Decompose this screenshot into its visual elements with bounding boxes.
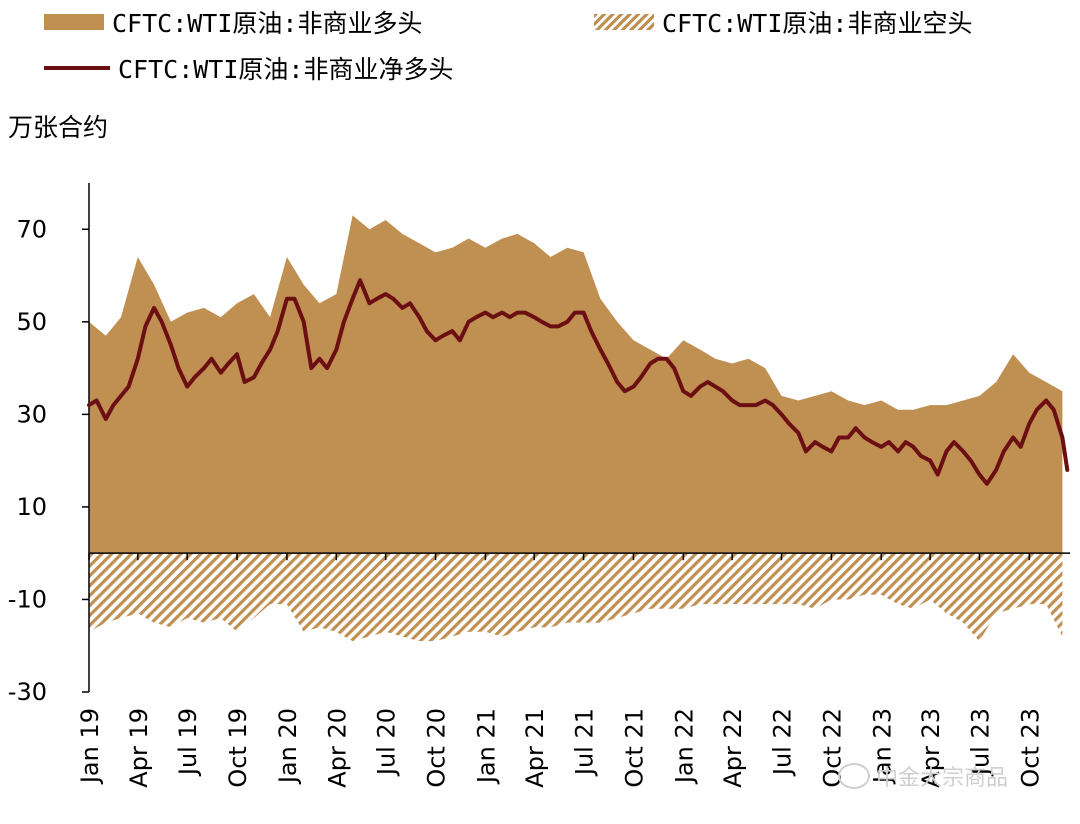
y-tick-label: -10 (8, 585, 47, 613)
legend-label-short: CFTC:WTI原油:非商业空头 (662, 9, 973, 38)
x-tick-label: Apr 23 (917, 708, 945, 788)
y-tick-label: 30 (16, 400, 47, 428)
x-tick-label: Jul 21 (571, 708, 599, 777)
y-tick-label: 10 (16, 493, 47, 521)
legend-swatch-long (44, 14, 104, 30)
y-axis-unit-label: 万张合约 (8, 113, 109, 142)
legend-item-long: CFTC:WTI原油:非商业多头 (44, 2, 422, 42)
legend-swatch-short (594, 14, 654, 30)
x-tick-label: Jan 23 (868, 708, 896, 785)
legend-swatch-net (44, 66, 110, 70)
x-tick-label: Apr 19 (125, 708, 153, 788)
x-tick-label: Jul 19 (174, 708, 202, 777)
series-net-line (87, 278, 1070, 486)
x-tick-label: Oct 19 (224, 708, 252, 788)
legend-label-net: CFTC:WTI原油:非商业净多头 (118, 55, 454, 84)
x-tick-label: Jan 19 (76, 708, 104, 785)
x-tick-label: Jan 21 (472, 708, 500, 785)
x-tick-label: Jul 23 (966, 708, 994, 777)
chart-legend: CFTC:WTI原油:非商业多头 CFTC:WTI原油:非商业空头 CFTC:W… (0, 0, 1080, 100)
x-tick-label: Jan 20 (274, 708, 302, 785)
x-tick-label: Oct 23 (1016, 708, 1044, 788)
x-tick-label: Apr 22 (719, 708, 747, 788)
y-tick-label: -30 (8, 678, 47, 706)
legend-item-short: CFTC:WTI原油:非商业空头 (594, 2, 972, 42)
x-tick-label: Jan 22 (670, 708, 698, 785)
x-tick-label: Oct 20 (423, 708, 451, 788)
x-tick-label: Apr 20 (323, 708, 351, 788)
y-tick-label: 50 (16, 308, 47, 336)
y-tick-label: 70 (16, 215, 47, 243)
legend-item-net: CFTC:WTI原油:非商业净多头 (44, 48, 453, 88)
x-tick-label: Oct 21 (620, 708, 648, 788)
series-long-area (89, 215, 1063, 554)
series-short-area (89, 553, 1063, 642)
legend-label-long: CFTC:WTI原油:非商业多头 (112, 9, 423, 38)
x-tick-label: Jul 22 (769, 708, 797, 777)
watermark: 中金大宗商品 (838, 760, 1008, 792)
x-tick-label: Apr 21 (521, 708, 549, 788)
wechat-icon (838, 763, 870, 789)
x-tick-label: Jul 20 (373, 708, 401, 777)
